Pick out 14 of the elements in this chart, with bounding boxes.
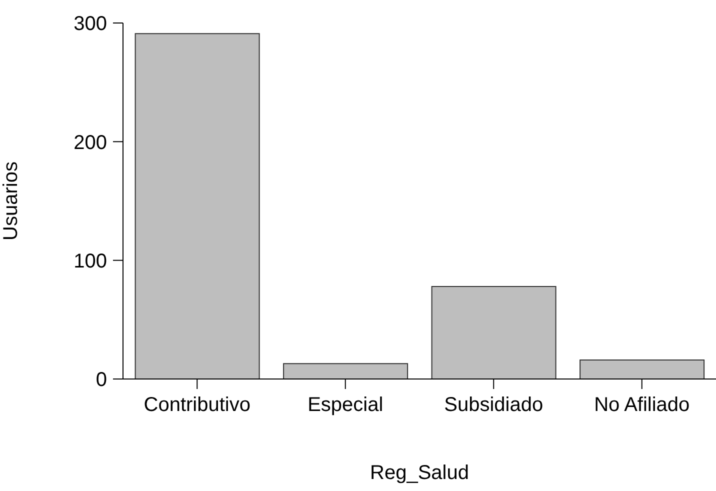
x-axis-title: Reg_Salud xyxy=(370,462,469,484)
bar xyxy=(283,363,408,379)
bar xyxy=(431,286,556,379)
x-tick-label: Contributivo xyxy=(144,394,250,416)
bar xyxy=(134,33,260,379)
x-tick-label: Subsidiado xyxy=(444,394,544,416)
y-tick-label: 0 xyxy=(96,369,107,392)
x-tick-label: Especial xyxy=(308,394,384,416)
y-tick-label: 200 xyxy=(74,132,107,154)
y-tick-label: 300 xyxy=(74,13,107,36)
bar xyxy=(580,360,705,379)
x-tick-label: No Afiliado xyxy=(594,394,690,416)
y-axis-title: Usuarios xyxy=(0,162,22,240)
y-tick-label: 100 xyxy=(74,250,107,272)
